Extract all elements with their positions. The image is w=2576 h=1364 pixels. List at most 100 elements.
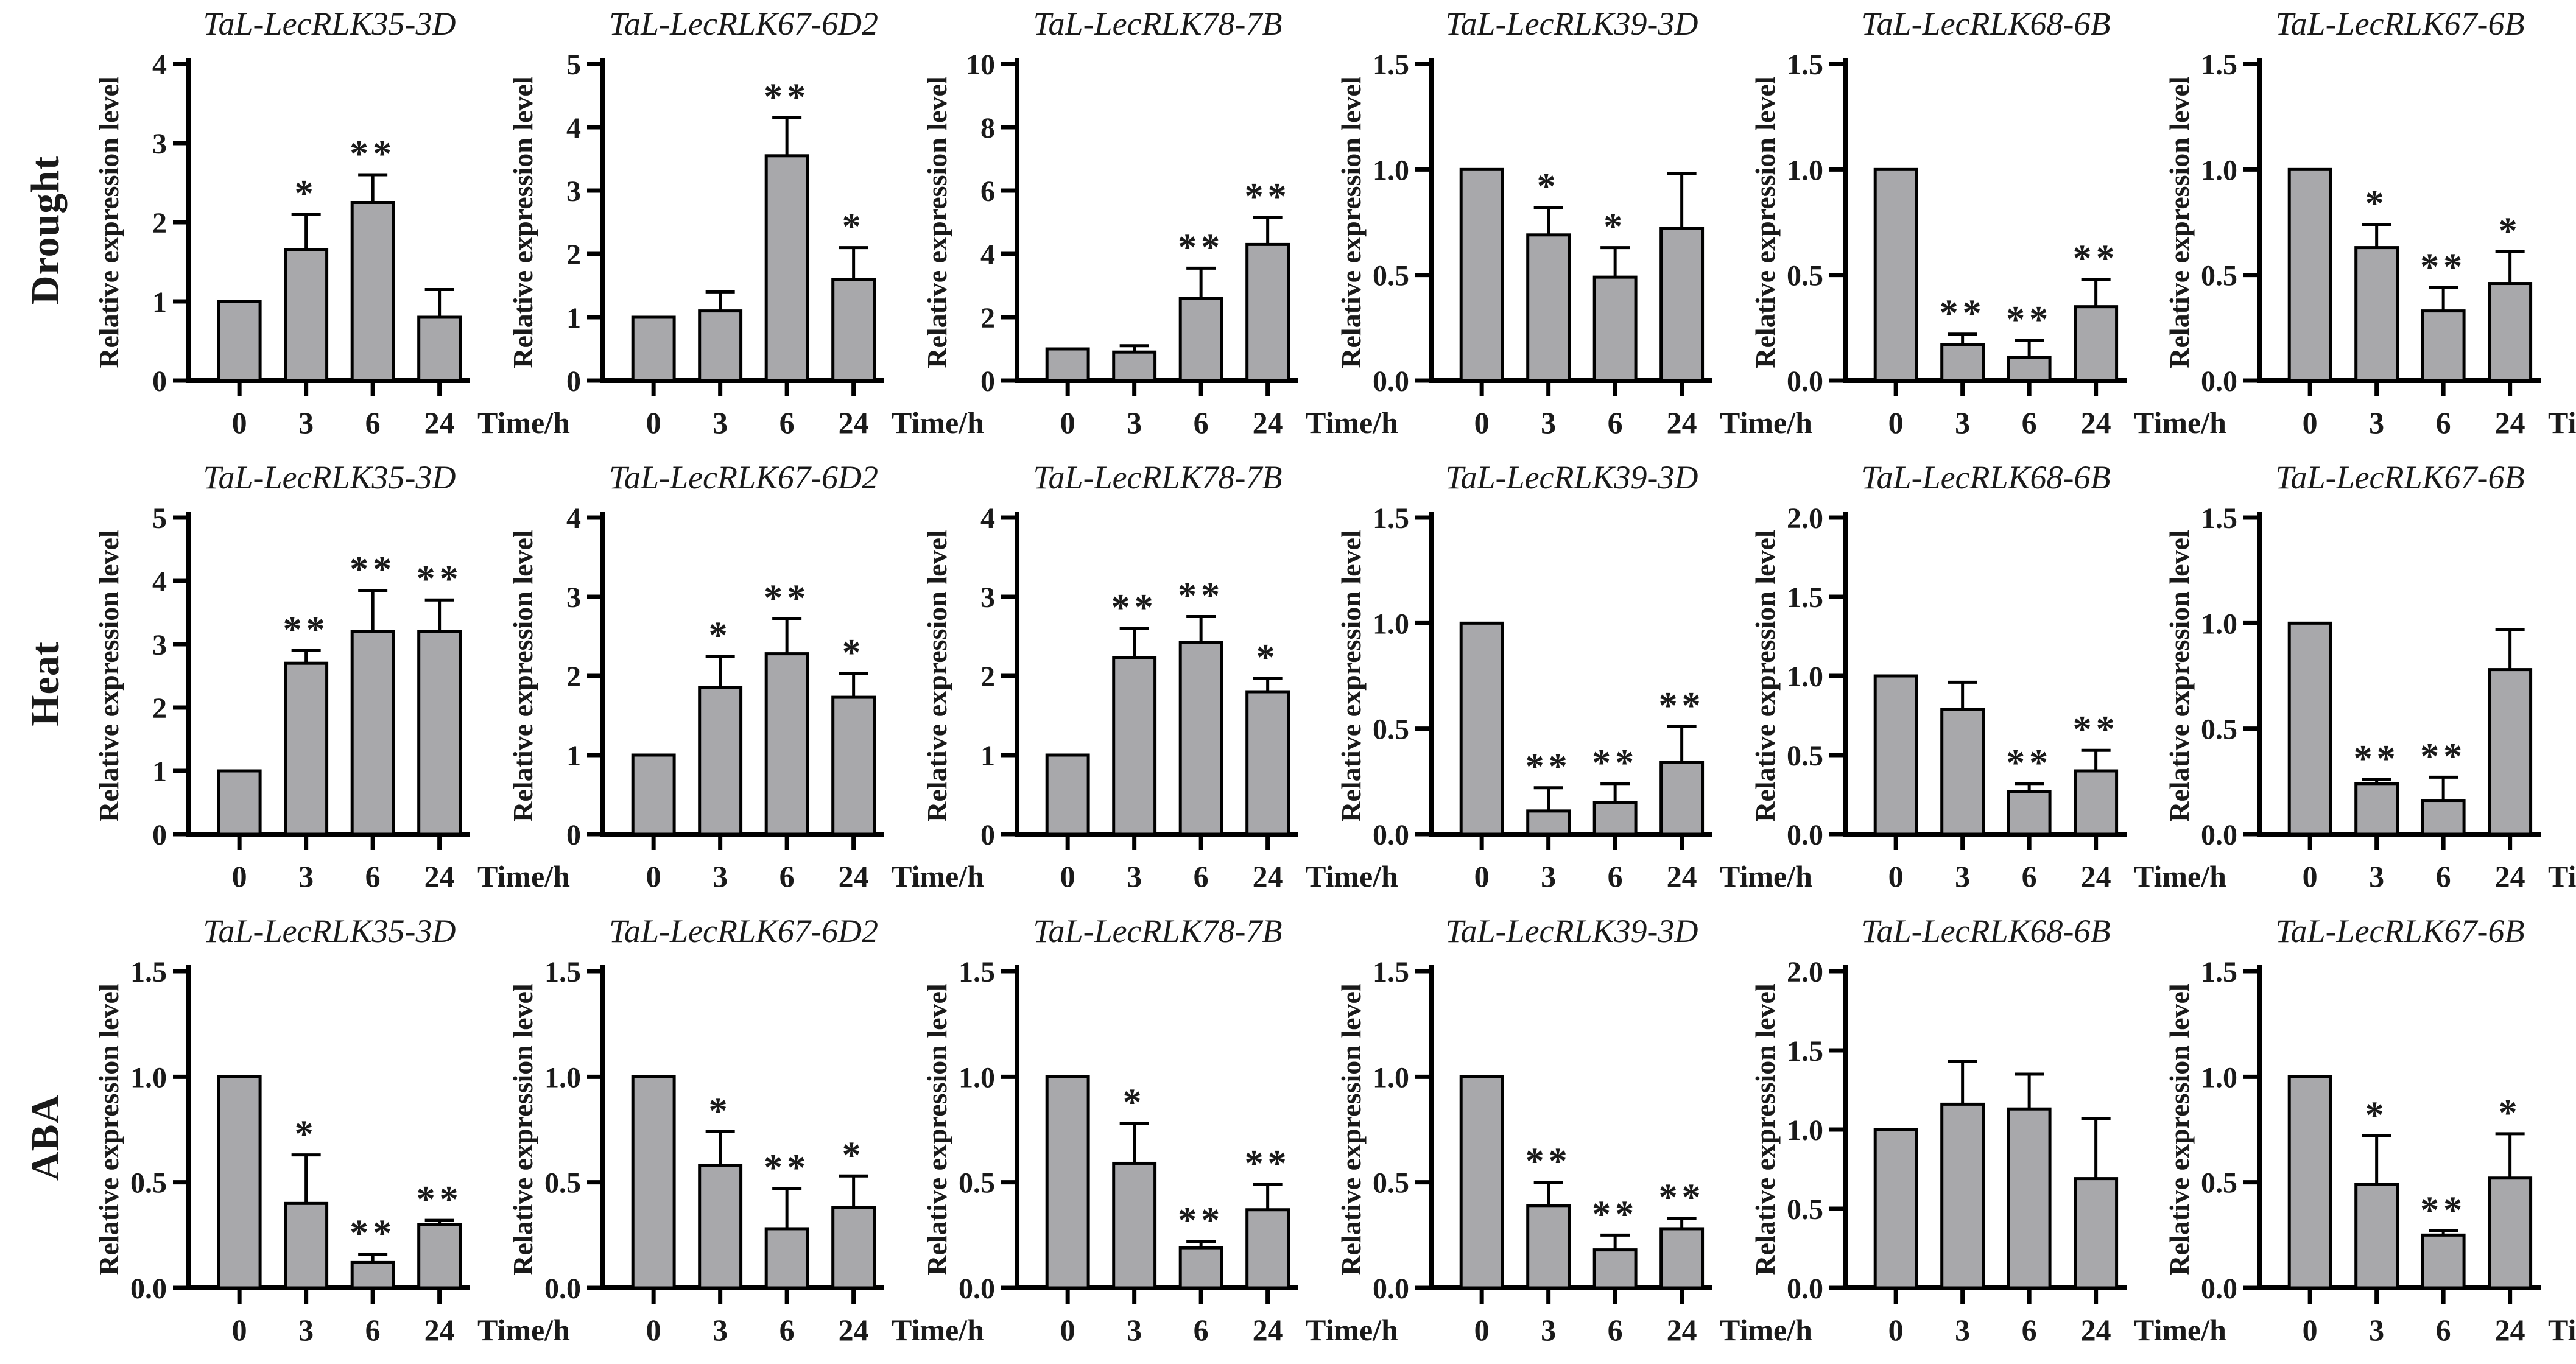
y-tick-label: 1.0: [1373, 608, 1409, 640]
significance-marker: **: [1178, 227, 1224, 268]
x-tick-label: 0: [232, 406, 247, 440]
bar-chart: TaL-LecRLK35-3D Relative expression level…: [93, 459, 570, 893]
bar: [217, 769, 262, 836]
x-tick-label: 6: [1608, 859, 1623, 893]
x-tick-label: 0: [2303, 859, 2318, 893]
x-tick-label: 3: [1541, 406, 1556, 440]
x-tick-label: 0: [1060, 1313, 1075, 1347]
x-axis-label: Time/h: [2134, 1313, 2226, 1347]
x-tick-label: 6: [1194, 1313, 1209, 1347]
x-axis-label: Time/h: [1720, 859, 1812, 893]
bar: [698, 686, 743, 836]
x-tick-label: 6: [779, 406, 795, 440]
x-tick-label: 6: [2436, 1313, 2451, 1347]
x-tick-label: 24: [1253, 406, 1283, 440]
x-tick-label: 0: [1888, 1313, 1904, 1347]
chart-cell-heat-tal-lecrlk67-6b: TaL-LecRLK67-6B Relative expression level…: [2162, 457, 2576, 910]
bar: [1178, 641, 1223, 836]
significance-marker: *: [295, 1114, 318, 1155]
y-axis-label: Relative expression level: [2164, 983, 2195, 1276]
significance-marker: **: [350, 1213, 396, 1254]
y-tick-label: 1.5: [959, 956, 995, 988]
bar: [217, 1075, 262, 1290]
y-tick-label: 1.5: [2201, 956, 2237, 988]
bar-chart: TaL-LecRLK67-6B Relative expression level…: [2164, 5, 2576, 440]
chart-title: TaL-LecRLK78-7B: [1033, 5, 1282, 42]
x-tick-label: 0: [1474, 859, 1490, 893]
x-tick-label: 24: [1667, 859, 1697, 893]
significance-marker: **: [350, 133, 396, 175]
y-tick-label: 0: [566, 365, 581, 398]
significance-marker: **: [1659, 1177, 1705, 1218]
y-tick-label: 0: [152, 819, 167, 851]
y-axis-label: Relative expression level: [1336, 530, 1367, 822]
chart-cell-heat-tal-lecrlk35-3d: TaL-LecRLK35-3D Relative expression level…: [91, 457, 570, 910]
y-tick-label: 0.5: [2201, 1167, 2237, 1200]
bar: [284, 248, 329, 382]
chart-cell-drought-tal-lecrlk35-3d: TaL-LecRLK35-3D Relative expression level…: [91, 3, 570, 457]
bar: [284, 1201, 329, 1290]
x-tick-label: 6: [2436, 406, 2451, 440]
x-tick-label: 3: [298, 406, 314, 440]
y-tick-label: 1.5: [1373, 956, 1409, 988]
significance-marker: *: [1123, 1082, 1146, 1123]
chart-title: TaL-LecRLK67-6B: [2275, 459, 2524, 496]
chart-title: TaL-LecRLK67-6D2: [609, 5, 878, 42]
y-tick-label: 0: [152, 365, 167, 398]
x-tick-label: 0: [1474, 406, 1490, 440]
row-label-text: Heat: [23, 641, 68, 726]
significance-marker: **: [764, 76, 810, 118]
y-tick-label: 0.0: [1787, 819, 1823, 851]
chart-cell-aba-tal-lecrlk67-6d2: TaL-LecRLK67-6D2 Relative expression leve…: [505, 910, 984, 1364]
bar: [2007, 790, 2052, 836]
y-tick-label: 0.0: [544, 1273, 581, 1305]
bar: [1592, 801, 1638, 836]
bar-chart: TaL-LecRLK39-3D Relative expression level…: [1336, 913, 1812, 1347]
x-axis-label: Time/h: [1306, 859, 1398, 893]
bar: [1045, 753, 1090, 836]
significance-marker: **: [1245, 176, 1291, 217]
x-tick-label: 3: [1955, 859, 1970, 893]
significance-marker: *: [842, 206, 865, 248]
y-tick-label: 1.0: [1373, 1061, 1409, 1094]
chart-title: TaL-LecRLK39-3D: [1445, 459, 1698, 496]
charts-row-drought: TaL-LecRLK35-3D Relative expression level…: [91, 3, 2576, 457]
y-axis-label: Relative expression level: [921, 76, 952, 368]
x-tick-label: 24: [2081, 859, 2111, 893]
bar: [1245, 242, 1290, 382]
y-tick-label: 1.5: [544, 956, 581, 988]
x-tick-label: 6: [2022, 406, 2037, 440]
y-tick-label: 0: [980, 819, 995, 851]
x-axis-label: Time/h: [2548, 406, 2576, 440]
bar-chart: TaL-LecRLK68-6B Relative expression level…: [1750, 5, 2226, 440]
significance-marker: *: [842, 1134, 865, 1176]
y-tick-label: 0.0: [1787, 365, 1823, 398]
x-tick-label: 24: [2495, 1313, 2525, 1347]
y-tick-label: 5: [152, 502, 167, 535]
y-tick-label: 6: [980, 175, 995, 208]
chart-cell-heat-tal-lecrlk67-6d2: TaL-LecRLK67-6D2 Relative expression leve…: [505, 457, 984, 910]
y-tick-label: 1.0: [1787, 1114, 1823, 1147]
y-tick-label: 0.0: [1787, 1273, 1823, 1305]
x-tick-label: 24: [2081, 1313, 2111, 1347]
charts-row-heat: TaL-LecRLK35-3D Relative expression level…: [91, 457, 2576, 910]
y-tick-label: 0: [980, 365, 995, 398]
y-tick-label: 1.5: [1373, 502, 1409, 535]
y-tick-label: 4: [566, 112, 581, 144]
bar: [764, 154, 809, 382]
bar-chart: TaL-LecRLK39-3D Relative expression level…: [1336, 5, 1812, 440]
row-label-text: ABA: [23, 1094, 68, 1181]
y-tick-label: 1: [566, 740, 581, 772]
significance-marker: *: [2365, 1094, 2388, 1136]
y-axis-label: Relative expression level: [1336, 983, 1367, 1276]
bar: [1526, 809, 1571, 836]
y-axis-label: Relative expression level: [93, 530, 124, 822]
x-tick-label: 24: [1253, 859, 1283, 893]
chart-title: TaL-LecRLK78-7B: [1033, 459, 1282, 496]
x-axis-label: Time/h: [477, 859, 570, 893]
y-tick-label: 1.0: [1787, 154, 1823, 186]
x-tick-label: 6: [365, 1313, 381, 1347]
x-tick-label: 6: [1608, 1313, 1623, 1347]
significance-marker: **: [283, 609, 329, 650]
y-tick-label: 3: [980, 582, 995, 614]
